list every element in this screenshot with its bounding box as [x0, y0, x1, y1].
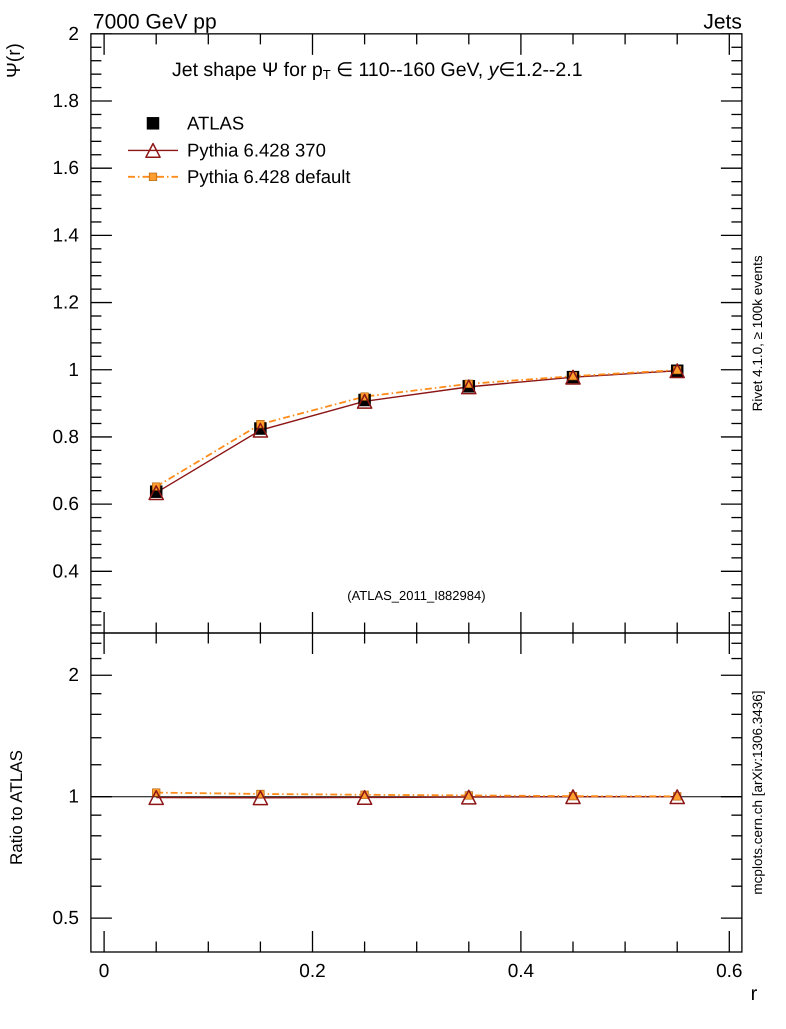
- svg-text:0.5: 0.5: [52, 908, 78, 929]
- svg-text:0.8: 0.8: [52, 427, 78, 448]
- svg-text:2: 2: [68, 665, 79, 686]
- svg-text:Jets: Jets: [703, 11, 742, 34]
- svg-text:1.2: 1.2: [52, 293, 78, 314]
- svg-text:Ψ(r): Ψ(r): [4, 43, 25, 78]
- svg-text:1.4: 1.4: [52, 225, 79, 246]
- svg-text:Rivet 4.1.0, ≥ 100k events: Rivet 4.1.0, ≥ 100k events: [750, 255, 765, 411]
- svg-text:Pythia 6.428 370: Pythia 6.428 370: [187, 139, 326, 160]
- svg-text:Jet shape Ψ for pT ∈ 110--160: Jet shape Ψ for pT ∈ 110--160 GeV, y∈1.2…: [172, 59, 583, 82]
- svg-text:mcplots.cern.ch [arXiv:1306.34: mcplots.cern.ch [arXiv:1306.3436]: [750, 690, 765, 894]
- svg-text:0.6: 0.6: [716, 961, 742, 982]
- svg-text:1.8: 1.8: [52, 91, 78, 112]
- svg-text:0: 0: [99, 961, 110, 982]
- svg-text:2: 2: [68, 24, 79, 45]
- svg-text:(ATLAS_2011_I882984): (ATLAS_2011_I882984): [347, 588, 485, 603]
- svg-text:7000 GeV pp: 7000 GeV pp: [93, 11, 217, 34]
- svg-text:1: 1: [68, 360, 79, 381]
- svg-text:ATLAS: ATLAS: [187, 112, 244, 133]
- svg-text:0.2: 0.2: [299, 961, 325, 982]
- svg-text:Pythia 6.428 default: Pythia 6.428 default: [187, 166, 351, 187]
- svg-text:1: 1: [68, 787, 79, 808]
- svg-text:1.6: 1.6: [52, 158, 78, 179]
- svg-text:0.4: 0.4: [52, 561, 79, 582]
- svg-text:0.4: 0.4: [508, 961, 535, 982]
- svg-text:Ratio to ATLAS: Ratio to ATLAS: [7, 750, 26, 865]
- svg-text:r: r: [751, 983, 758, 1005]
- svg-text:0.6: 0.6: [52, 494, 78, 515]
